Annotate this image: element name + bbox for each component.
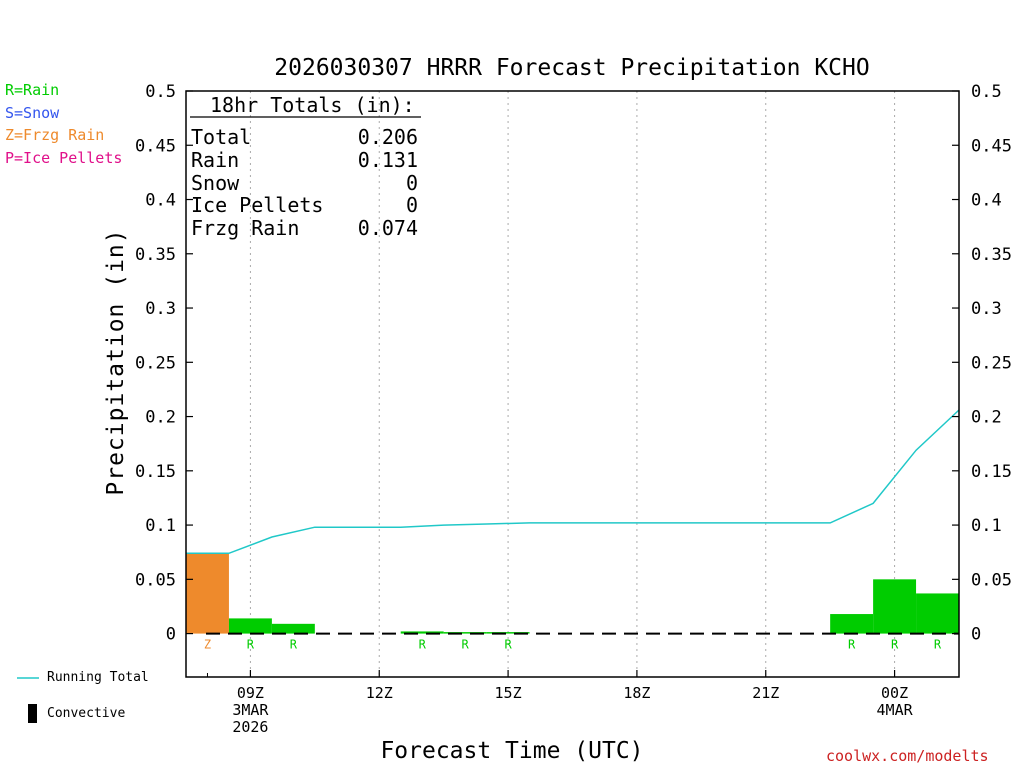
running-total-line [186,409,960,555]
y-tick-label-left: 0.25 [135,353,176,373]
x-tick-label: 2026 [232,718,268,736]
legend-snow: S=Snow [5,104,60,122]
totals-box: 18hr Totals (in): Total 0.206 Rain 0.131… [190,93,421,240]
hourly-precip-bars [186,553,959,634]
y-tick-label-right: 0 [971,625,981,645]
y-tick-label-left: 0.4 [145,191,176,211]
y-tick-label-left: 0 [166,625,176,645]
convective-legend-label: Convective [47,706,126,721]
totals-row-label: Ice Pellets [191,193,323,217]
totals-row-value: 0.074 [358,216,418,240]
totals-row-value: 0 [406,171,418,195]
precip-bar [830,614,874,634]
precip-bar [400,631,444,634]
y-tick-label-left: 0.45 [135,136,176,156]
y-tick-label-right: 0.3 [971,299,1002,319]
y-axis-label: Precipitation (in) [103,228,129,495]
x-tick-label: 3MAR [232,701,269,719]
totals-row-value: 0.131 [358,148,418,172]
precip-bar [486,632,530,634]
y-tick-label-left: 0.2 [145,408,176,428]
precip-type-label: R [934,638,942,652]
x-tick-label: 09Z [237,684,264,702]
credit-link[interactable]: coolwx.com/modelts [826,747,989,765]
y-tick-label-left: 0.1 [145,516,176,536]
x-tick-label: 15Z [495,684,522,702]
y-tick-label-right: 0.05 [971,570,1012,590]
y-tick-label-right: 0.1 [971,516,1002,536]
x-tick-label: 4MAR [877,701,914,719]
precip-bar [873,579,917,634]
precip-type-label: R [848,638,856,652]
precip-type-label: R [462,638,470,652]
legend-frzg-rain: Z=Frzg Rain [5,126,105,144]
vertical-gridlines [249,91,896,677]
precip-bar [916,593,959,634]
precip-type-label: R [419,638,427,652]
x-tick-label: 18Z [623,684,650,702]
x-tick-label: 00Z [881,684,908,702]
x-axis-label: Forecast Time (UTC) [380,738,643,764]
precip-type-label: Z [204,638,211,652]
precip-type-label: R [247,638,255,652]
totals-row-label: Frzg Rain [191,216,299,240]
totals-row-label: Snow [191,171,240,195]
y-tick-label-right: 0.5 [971,82,1002,102]
precip-bar [271,623,315,634]
precip-bar [228,618,272,634]
totals-row-value: 0.206 [358,125,418,149]
y-tick-label-right: 0.25 [971,353,1012,373]
legend-rain: R=Rain [5,81,60,99]
running-total-legend-label: Running Total [47,670,149,685]
y-tick-label-right: 0.2 [971,408,1002,428]
precip-type-label: R [891,638,899,652]
totals-heading: 18hr Totals (in): [210,93,415,117]
convective-legend-swatch [28,704,37,723]
y-tick-label-right: 0.35 [971,245,1012,265]
y-tick-label-left: 0.05 [135,570,176,590]
precip-bar [443,632,487,634]
y-tick-label-right: 0.4 [971,191,1002,211]
x-tick-label: 21Z [752,684,779,702]
legend-ice-pellets: P=Ice Pellets [5,149,123,167]
y-axis-ticks: 0.5 0.5 0.45 0.45 0.4 0.4 0.35 0.35 0.3 0.3 0.25 0.… [135,82,1012,645]
y-tick-label-left: 0.5 [145,82,176,102]
y-tick-label-left: 0.15 [135,462,176,482]
plot-frame [185,90,960,678]
y-tick-label-left: 0.35 [135,245,176,265]
chart-title: 2026030307 HRRR Forecast Precipitation K… [274,55,869,81]
y-tick-label-left: 0.3 [145,299,176,319]
y-tick-label-right: 0.45 [971,136,1012,156]
y-tick-label-right: 0.15 [971,462,1012,482]
precip-bar [186,553,229,634]
x-tick-label: 12Z [366,684,393,702]
totals-row-value: 0 [406,193,418,217]
totals-row-label: Rain [191,148,239,172]
totals-row-label: Total [191,125,251,149]
precip-type-label: R [504,638,512,652]
precip-type-label: R [290,638,298,652]
